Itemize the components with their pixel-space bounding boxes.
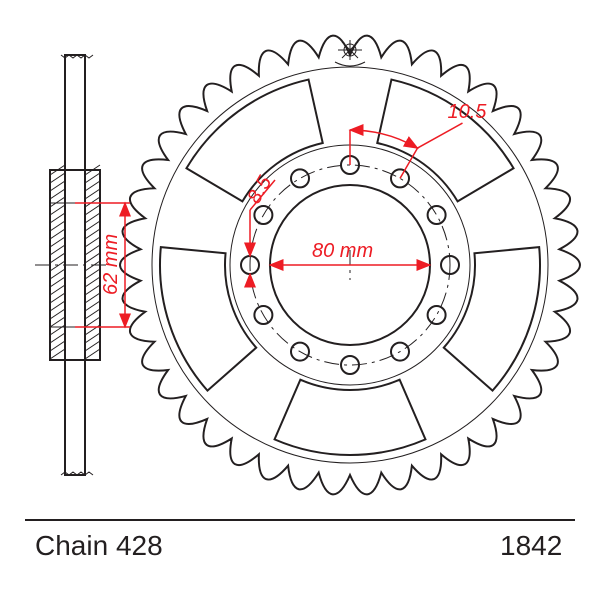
chain-label: Chain 428 [35, 530, 163, 561]
logo-mark [335, 40, 365, 66]
part-number: 1842 [500, 530, 562, 561]
bolt-hole [428, 306, 446, 324]
spoke-cutout [275, 380, 426, 455]
dim-10-5: 10.5 [448, 101, 488, 123]
dim-80mm: 80 mm [312, 240, 373, 262]
dim-62mm: 62 mm [100, 234, 122, 295]
spoke-cutout [377, 80, 513, 202]
bolt-hole [291, 169, 309, 187]
